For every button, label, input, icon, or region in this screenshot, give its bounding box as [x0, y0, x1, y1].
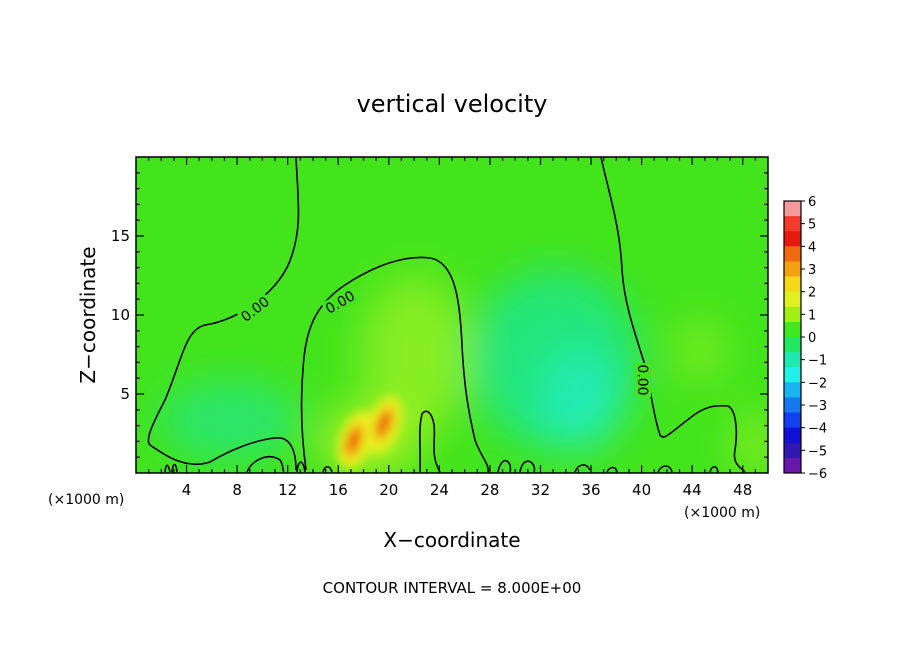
x-unit-left: (×1000 m)	[48, 492, 124, 508]
y-tick-label: 10	[111, 306, 130, 324]
downdraft-core	[540, 350, 620, 450]
x-axis-label: X−coordinate	[383, 528, 520, 552]
x-tick-label: 40	[632, 481, 651, 499]
colorbar-swatch	[784, 412, 801, 429]
colorbar-label: −3	[808, 399, 827, 414]
colorbar-swatch	[784, 261, 801, 278]
contour-interval: CONTOUR INTERVAL = 8.000E+00	[323, 579, 582, 597]
colorbar-swatch	[784, 246, 801, 262]
right-lower-plume	[735, 415, 768, 473]
colorbar-swatch	[784, 457, 801, 474]
x-tick-label: 20	[379, 481, 398, 499]
y-axis: 5 10 15	[111, 172, 768, 458]
colorbar-label: 0	[808, 331, 816, 346]
colorbar-label: 3	[808, 263, 816, 278]
chart-title: vertical velocity	[357, 90, 548, 118]
x-tick-label: 36	[581, 481, 600, 499]
x-tick-label: 32	[531, 481, 550, 499]
colorbar-label: 1	[808, 308, 816, 323]
colorbar-swatch	[784, 367, 801, 383]
colorbar-label: 6	[808, 195, 816, 210]
contour-dome	[300, 256, 490, 473]
plot-area	[136, 157, 768, 473]
colorbar-swatch	[784, 382, 801, 398]
y-tick-label: 5	[120, 385, 130, 403]
colorbar-label: −1	[808, 354, 827, 369]
updraft-cores	[337, 396, 403, 469]
downdraft-left	[160, 380, 300, 460]
x-tick-label: 44	[683, 481, 702, 499]
y-axis-label: Z−coordinate	[76, 246, 100, 383]
colorbar-swatch	[784, 427, 801, 444]
colorbar-swatch	[784, 337, 801, 353]
colorbar: 6 5 4 3 2 1 0 −1 −2 −3 −4 −5 −6	[783, 195, 827, 482]
colorbar-swatch	[784, 231, 801, 247]
x-axis: 4 8 12 16 20 24 28 32 36 40 44 48	[148, 157, 756, 499]
colorbar-label: 2	[808, 286, 816, 301]
updraft-plume-right	[675, 320, 725, 380]
x-tick-label: 16	[329, 481, 348, 499]
contour-right	[600, 157, 746, 473]
colorbar-label: −2	[808, 376, 827, 391]
colorbar-swatch	[784, 352, 801, 368]
colorbar-label: −5	[808, 444, 827, 459]
colorbar-label: 4	[808, 240, 816, 255]
x-tick-label: 4	[182, 481, 192, 499]
x-tick-label: 8	[232, 481, 242, 499]
colorbar-swatch	[784, 291, 801, 308]
x-unit-right: (×1000 m)	[684, 505, 760, 521]
contour-label: 0.00	[634, 364, 650, 395]
colorbar-swatch	[784, 216, 801, 232]
colorbar-swatch	[784, 276, 801, 293]
colorbar-swatch	[784, 306, 801, 323]
colorbar-swatch	[784, 201, 801, 217]
colorbar-swatch	[784, 442, 801, 459]
colorbar-swatch	[784, 397, 801, 414]
x-tick-label: 28	[480, 481, 499, 499]
colorbar-label: −4	[808, 422, 827, 437]
contour-inner	[419, 410, 441, 473]
updraft-plume	[360, 275, 470, 435]
colorbar-label: 5	[808, 218, 816, 233]
colorbar-label: −6	[808, 467, 827, 482]
colorbar-swatch	[784, 321, 801, 338]
x-tick-label: 12	[278, 481, 297, 499]
zero-contours	[147, 157, 746, 473]
x-tick-label: 48	[733, 481, 752, 499]
y-tick-label: 15	[111, 227, 130, 245]
x-tick-label: 24	[430, 481, 449, 499]
contour-left	[147, 157, 300, 471]
